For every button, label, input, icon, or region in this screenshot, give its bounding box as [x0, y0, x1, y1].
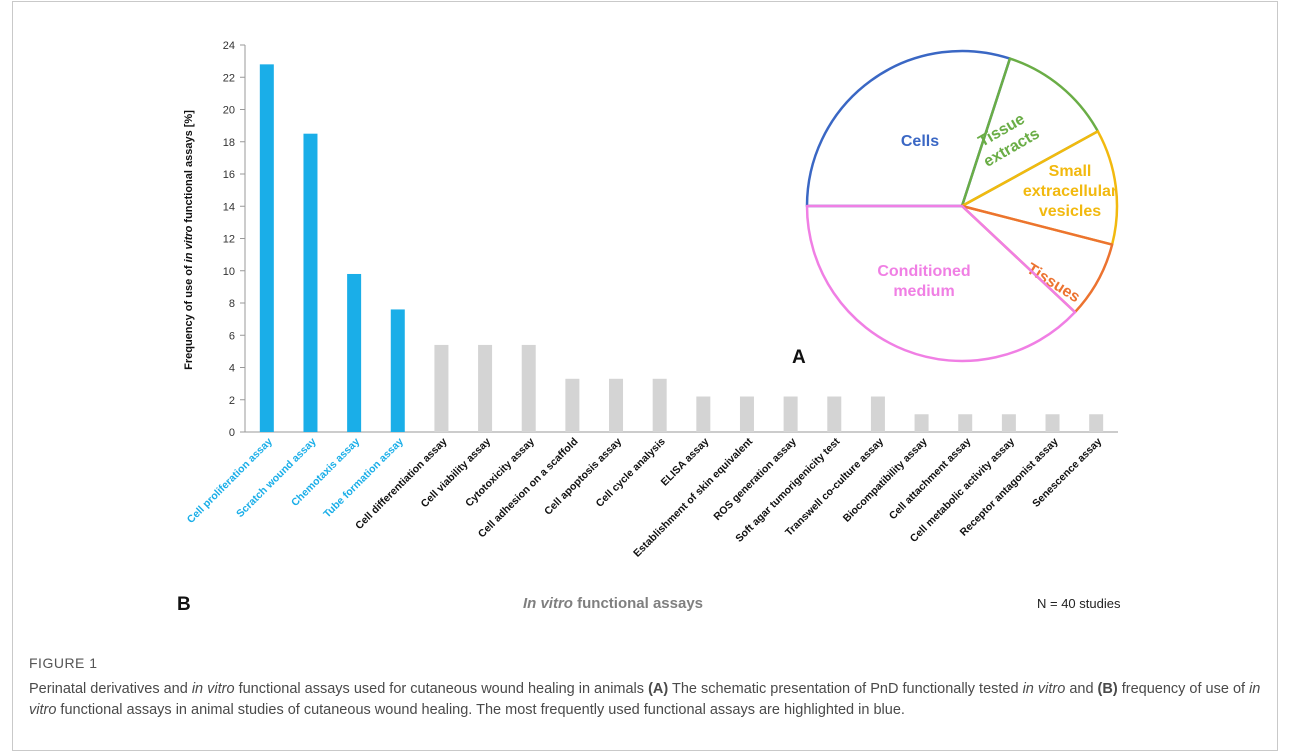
pie-slice-label: Conditioned medium [877, 263, 970, 300]
y-tick-label: 4 [229, 363, 235, 375]
bar-4 [390, 309, 405, 432]
y-tick-label: 0 [229, 427, 235, 439]
bar-11 [696, 396, 711, 432]
bar-15 [870, 396, 885, 432]
pie-label-line: medium [893, 283, 954, 300]
pie-label-line: Conditioned [877, 263, 970, 280]
caption-segment: The schematic presentation of PnD functi… [668, 681, 1023, 697]
x-axis-label-part: In vitro [523, 595, 573, 612]
pie-label-line: vesicles [1039, 203, 1101, 220]
caption-segment: in vitro [29, 681, 1261, 718]
y-tick-label: 24 [223, 40, 235, 52]
y-axis-label-part: functional assays [%] [183, 110, 195, 226]
y-tick-label: 18 [223, 137, 235, 149]
x-tick-label: Cell differentiation assay [353, 436, 449, 532]
bar-1 [259, 64, 274, 432]
x-tick-label: ROS generation assay [711, 436, 798, 523]
y-tick-label: 10 [223, 266, 235, 278]
caption-segment: frequency of use of [1117, 681, 1250, 697]
caption-text: Perinatal derivatives and in vitro funct… [29, 679, 1269, 721]
figure-caption: FIGURE 1 Perinatal derivatives and in vi… [29, 655, 1269, 721]
y-tick-label: 12 [223, 234, 235, 246]
bar-16 [914, 414, 929, 432]
bar-18 [1001, 414, 1016, 432]
pie-slice-2 [960, 57, 1100, 208]
y-tick-label: 16 [223, 169, 235, 181]
bar-10 [652, 378, 667, 432]
y-axis-label: Frequency of use of in vitro functional … [183, 110, 195, 370]
bar-14 [827, 396, 842, 432]
pie-label-line: Cells [901, 133, 939, 150]
caption-segment: functional assays used for cutaneous wou… [234, 681, 649, 697]
x-tick-label: Cell apoptosis assay [542, 436, 624, 518]
pie-slice-3 [960, 130, 1119, 246]
caption-segment: in vitro [1022, 681, 1066, 697]
caption-segment: in vitro [191, 681, 235, 697]
x-tick-label: Tube formation assay [321, 436, 406, 521]
y-tick-label: 2 [229, 395, 235, 407]
sample-size-note: N = 40 studies [1037, 596, 1121, 611]
pie-label-line: extracellular [1023, 183, 1117, 200]
bar-7 [521, 344, 536, 432]
bar-19 [1045, 414, 1060, 432]
bar-9 [609, 378, 624, 432]
y-axis-label-part: in vitro [183, 225, 195, 262]
x-axis-label: In vitro functional assays [523, 595, 703, 612]
bar-5 [434, 344, 449, 432]
pie-label-line: Tissues [1024, 260, 1083, 306]
bar-17 [958, 414, 973, 432]
bar-6 [478, 344, 493, 432]
y-tick-label: 8 [229, 298, 235, 310]
x-axis-label-part: functional assays [573, 595, 703, 612]
y-axis-label-part: Frequency of use of [183, 262, 195, 370]
pie-slice-label: Cells [901, 133, 939, 150]
pie-slice-4 [960, 204, 1114, 314]
panel-label-b: B [177, 594, 191, 615]
panel-label-a: A [792, 347, 806, 368]
bar-8 [565, 378, 580, 432]
caption-segment: (A) [648, 681, 669, 697]
bar-3 [347, 273, 362, 432]
bar-20 [1089, 414, 1104, 432]
x-tick-label: Cell attachment assay [887, 436, 974, 523]
caption-segment: Perinatal derivatives and [29, 681, 192, 697]
y-tick-label: 6 [229, 330, 235, 342]
caption-segment: functional assays in animal studies of c… [56, 702, 905, 718]
pie-slice-label: Tissues [1024, 260, 1083, 306]
caption-segment: (B) [1097, 681, 1118, 697]
caption-title: FIGURE 1 [29, 655, 98, 671]
y-tick-label: 22 [223, 72, 235, 84]
x-tick-label: Scratch wound assay [234, 436, 319, 521]
pie-slice-label: Small extracellular vesicles [1023, 163, 1117, 220]
y-tick-label: 14 [223, 201, 235, 213]
figure-frame [12, 1, 1278, 751]
caption-segment: and [1065, 681, 1098, 697]
pie-label-line: Small [1049, 163, 1092, 180]
bar-12 [739, 396, 754, 432]
bar-13 [783, 396, 798, 432]
pie-slice-label: Tissueextracts [971, 108, 1043, 171]
pie-slice-5 [805, 204, 1077, 363]
pie-slice-1 [805, 49, 1012, 208]
x-tick-label: Biocompatibility assay [841, 436, 930, 525]
x-tick-label: Cell proliferation assay [185, 436, 275, 526]
bar-2 [303, 133, 318, 432]
y-tick-label: 20 [223, 105, 235, 117]
